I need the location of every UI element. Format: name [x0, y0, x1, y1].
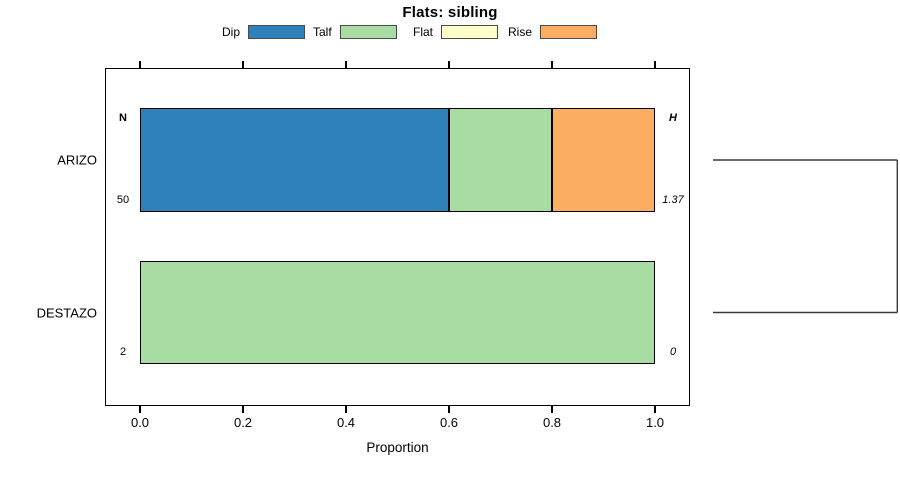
h-column-header: H: [669, 112, 677, 124]
x-tick-top: [448, 61, 450, 68]
x-tick-bottom: [654, 406, 656, 413]
y-axis-label-destazo: DESTAZO: [36, 305, 97, 320]
bar-segment-talf: [140, 261, 655, 364]
legend-item-dip: Dip: [222, 22, 306, 42]
x-tick-label: 0.8: [542, 415, 562, 430]
x-tick-top: [345, 61, 347, 68]
x-tick-bottom: [139, 406, 141, 413]
x-tick-bottom: [242, 406, 244, 413]
x-tick-label: 0.2: [233, 415, 253, 430]
legend-label: Flat: [413, 25, 434, 39]
x-axis-title: Proportion: [366, 440, 429, 455]
bar-segment-dip: [140, 108, 449, 212]
legend-label: Dip: [222, 25, 241, 39]
legend-swatch: [339, 25, 397, 39]
bar-segment-talf: [449, 108, 552, 212]
legend-item-talf: Talf: [313, 22, 397, 42]
x-tick-label: 0.6: [439, 415, 459, 430]
node-connector-bracket: [713, 159, 899, 314]
stacked-bar-arizo: [140, 108, 655, 212]
x-tick-bottom: [345, 406, 347, 413]
n-value-arizo: 50: [116, 194, 130, 206]
legend-label: Rise: [508, 25, 533, 39]
x-tick-label: 1.0: [645, 415, 665, 430]
h-value-arizo: 1.37: [662, 194, 684, 206]
legend-swatch: [540, 25, 598, 39]
x-tick-top: [242, 61, 244, 68]
legend-label: Talf: [313, 25, 332, 39]
bar-segment-rise: [552, 108, 655, 212]
x-tick-top: [551, 61, 553, 68]
n-column-header: N: [119, 112, 127, 124]
x-tick-top: [654, 61, 656, 68]
x-tick-label: 0.4: [336, 415, 356, 430]
x-tick-top: [139, 61, 141, 68]
chart-title: Flats: sibling: [402, 4, 498, 21]
legend-swatch: [248, 25, 306, 39]
legend: Dip Talf Flat Rise: [0, 22, 900, 42]
legend-item-flat: Flat: [413, 22, 499, 42]
legend-item-rise: Rise: [508, 22, 598, 42]
y-axis-label-arizo: ARIZO: [57, 152, 97, 168]
h-value-destazo: 0: [669, 346, 677, 358]
x-tick-label: 0.0: [130, 415, 150, 430]
legend-swatch: [441, 25, 499, 39]
n-value-destazo: 2: [119, 346, 127, 358]
stacked-bar-destazo: [140, 261, 655, 364]
x-tick-bottom: [448, 406, 450, 413]
x-tick-bottom: [551, 406, 553, 413]
